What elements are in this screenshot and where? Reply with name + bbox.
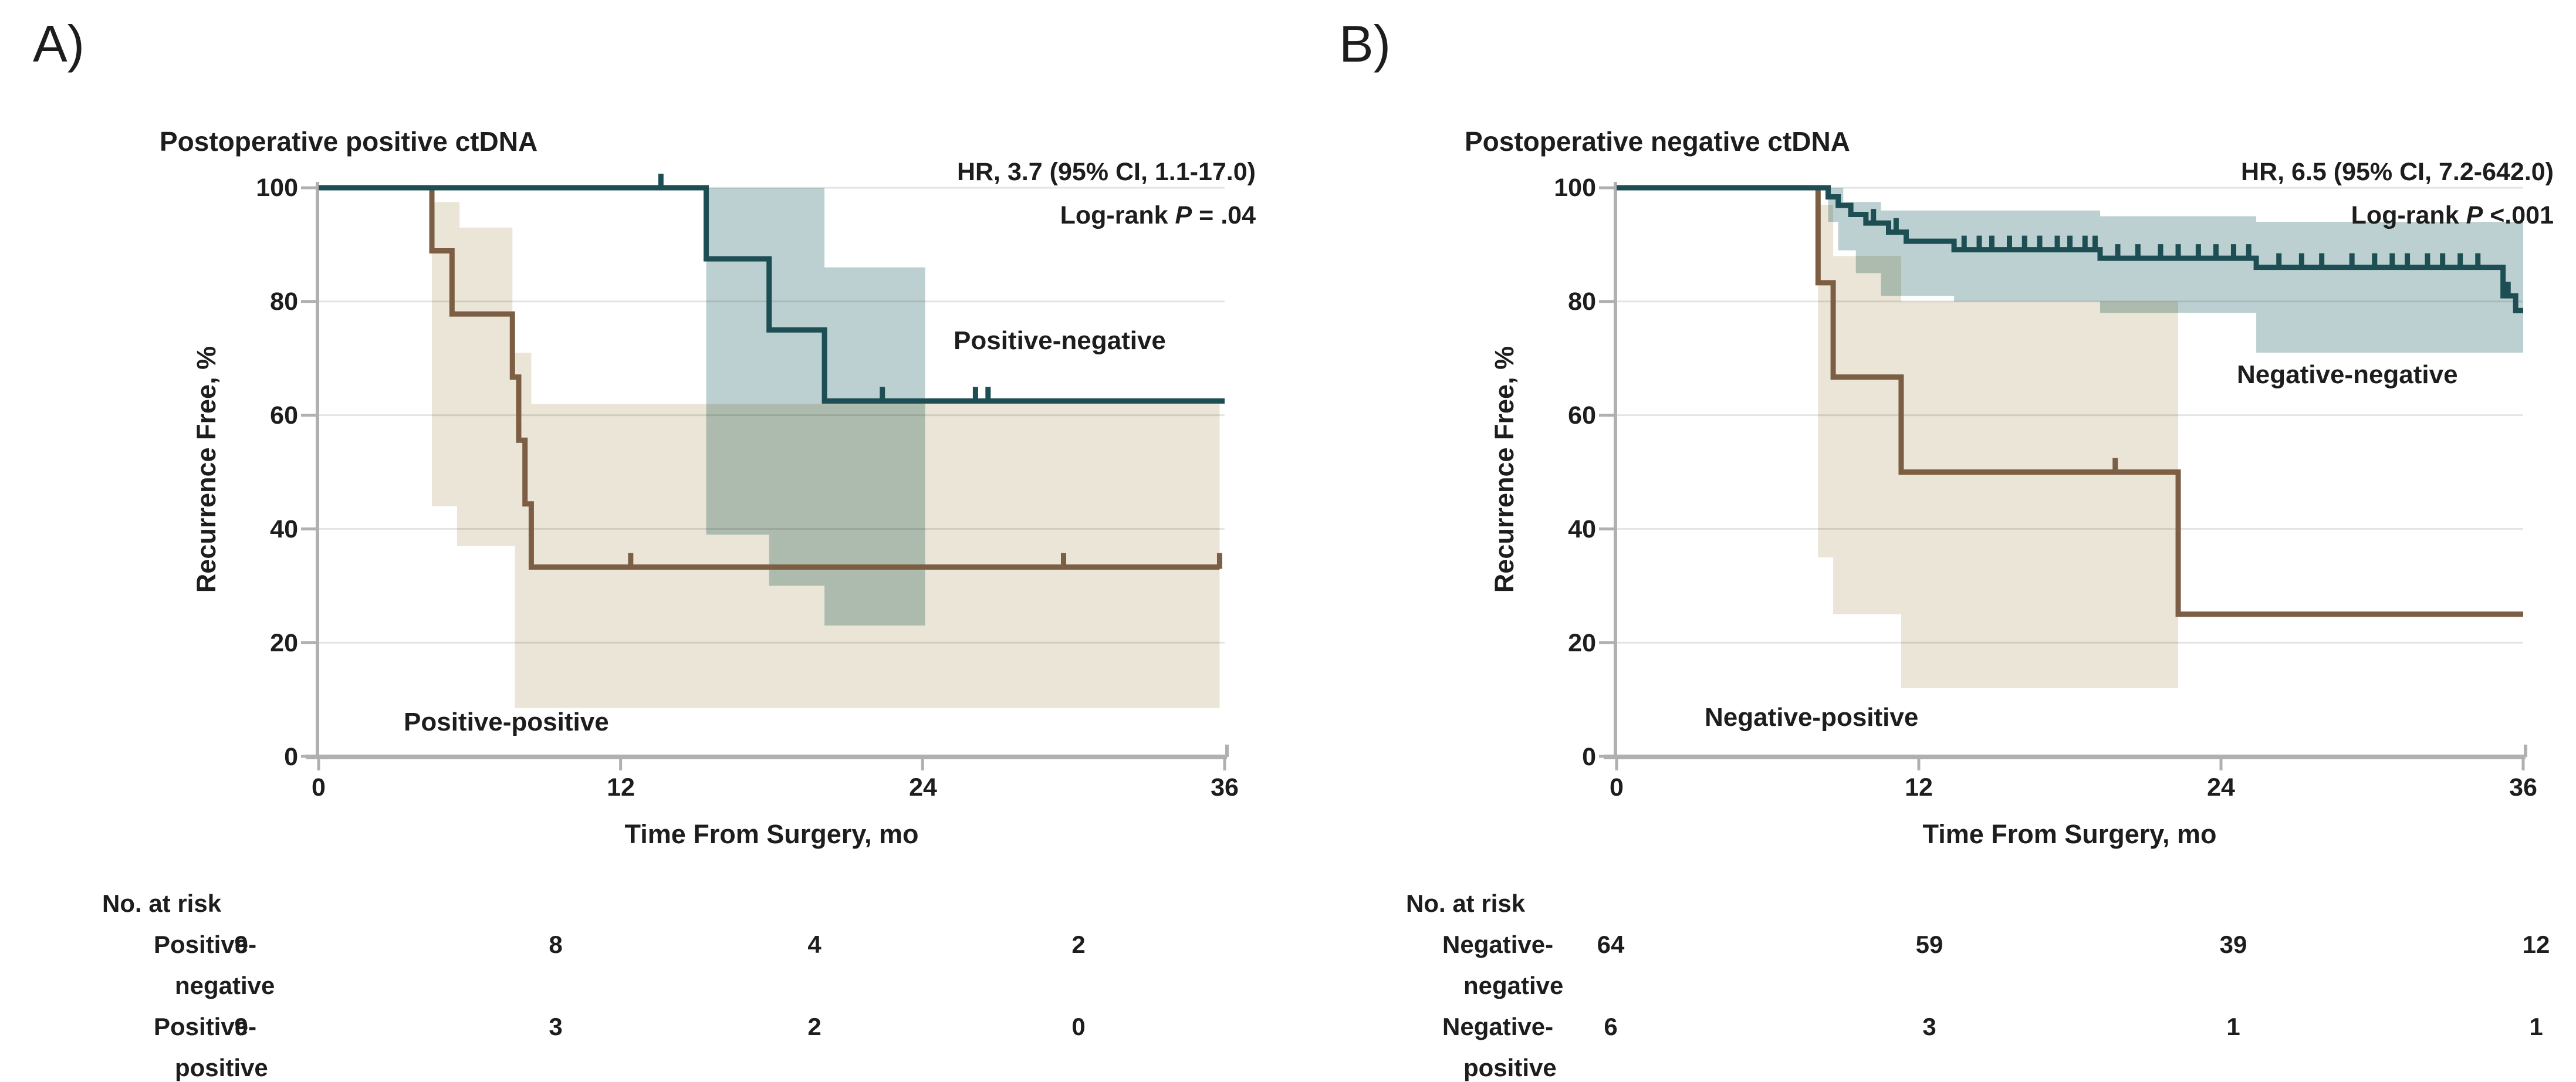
panel-b-xtick-36: 36 <box>2509 773 2537 802</box>
panel-a-risk-count: 9 <box>234 1013 248 1040</box>
curve-label-negative-positive: Negative-positive <box>1705 703 1919 732</box>
panel-b-ytick-60: 60 <box>1568 401 1596 430</box>
panel-a-risk-row1-label-line1: Positive- <box>154 931 257 958</box>
panel-a-risk-count: 3 <box>549 1013 563 1040</box>
panel-a-xtick-0: 0 <box>312 773 326 802</box>
panel-a-x-axis-title: Time From Surgery, mo <box>624 819 919 849</box>
ci-band-positive-negative <box>706 188 925 626</box>
panel-a-risk-count: 9 <box>234 931 248 958</box>
panel-a-ytick-40: 40 <box>270 515 298 543</box>
panel-a-letter: A) <box>33 15 84 73</box>
panel-b-hr-text: HR, 6.5 (95% CI, 7.2-642.0) <box>2241 158 2554 186</box>
panel-b-risk-count: 59 <box>1915 931 1943 958</box>
panel-a-risk-count: 4 <box>807 931 822 958</box>
panel-b-risk-count: 39 <box>2219 931 2247 958</box>
panel-a-ytick-100: 100 <box>256 174 298 202</box>
survival-curve-negative-positive <box>1617 185 2523 617</box>
panel-b-risk-count: 6 <box>1604 1013 1618 1040</box>
panel-a-xtick-36: 36 <box>1211 773 1239 802</box>
panel-b-ytick-20: 20 <box>1568 629 1596 657</box>
panel-a-title: Postoperative positive ctDNA <box>160 126 538 157</box>
panel-b-letter: B) <box>1339 15 1391 73</box>
panel-a-ytick-60: 60 <box>270 401 298 430</box>
panel-b-ytick-40: 40 <box>1568 515 1596 543</box>
panel-a-risk-row1-label-line2: negative <box>175 972 275 999</box>
curve-label-negative-negative: Negative-negative <box>2237 360 2458 389</box>
panel-b-risk-row1-label-line2: negative <box>1463 972 1564 999</box>
panel-b-risk-row2-label-line2: positive <box>1463 1054 1557 1081</box>
panel-a-risk-count: 2 <box>1071 931 1086 958</box>
panel-a-risk-row2-label-line1: Positive- <box>154 1013 257 1040</box>
panel-b-x-axis-title: Time From Surgery, mo <box>1922 819 2217 849</box>
panel-b-risk-row1-label-line1: Negative- <box>1442 931 1554 958</box>
panel-b-xtick-12: 12 <box>1905 773 1933 802</box>
ci-band-negative-positive <box>1818 205 2179 688</box>
panel-b-xtick-24: 24 <box>2207 773 2235 802</box>
panel-b-xtick-0: 0 <box>1610 773 1624 802</box>
panel-b-risk-count: 12 <box>2522 931 2550 958</box>
curve-label-positive-positive: Positive-positive <box>404 708 609 736</box>
panel-a-logrank-text: Log-rank P = .04 <box>1060 201 1256 229</box>
panel-b-risk-count: 1 <box>2529 1013 2543 1040</box>
panel-b-ytick-0: 0 <box>1582 743 1596 771</box>
curve-label-positive-negative: Positive-negative <box>954 326 1166 355</box>
panel-a-y-axis-title: Recurrence Free, % <box>191 346 221 593</box>
panel-b-plot <box>1599 182 2527 770</box>
panel-a-risk-row2-label-line2: positive <box>175 1054 268 1081</box>
panel-a-ytick-20: 20 <box>270 629 298 657</box>
panel-b-risk-count: 3 <box>1922 1013 1936 1040</box>
panel-b-title: Postoperative negative ctDNA <box>1465 126 1850 157</box>
panel-b-y-axis-title: Recurrence Free, % <box>1489 346 1519 593</box>
panel-b-risk-header: No. at risk <box>1406 890 1526 917</box>
panel-a-risk-count: 8 <box>549 931 563 958</box>
panel-b-risk-count: 1 <box>2226 1013 2240 1040</box>
panel-b-ytick-80: 80 <box>1568 288 1596 316</box>
panel-a-risk-count: 2 <box>807 1013 822 1040</box>
panel-a-risk-header: No. at risk <box>102 890 222 917</box>
panel-b-stats-annotation: HR, 6.5 (95% CI, 7.2-642.0) Log-rank P <… <box>2084 150 2554 237</box>
panel-a-ytick-0: 0 <box>284 743 298 771</box>
ci-band-negative-negative <box>1828 188 2523 353</box>
survival-curve-negative-negative <box>1617 185 2523 313</box>
panel-a-hr-text: HR, 3.7 (95% CI, 1.1-17.0) <box>956 158 1256 186</box>
panel-b-ytick-100: 100 <box>1554 174 1596 202</box>
panel-b-risk-row2-label-line1: Negative- <box>1442 1013 1554 1040</box>
panel-a-xtick-24: 24 <box>909 773 937 802</box>
panel-a-risk-count: 0 <box>1071 1013 1086 1040</box>
panel-a-ytick-80: 80 <box>270 288 298 316</box>
panel-b-logrank-text: Log-rank P <.001 <box>2351 201 2554 229</box>
panel-a-plot <box>301 174 1229 770</box>
survival-curve-positive-positive <box>319 185 1220 570</box>
panel-b-risk-count: 64 <box>1597 931 1625 958</box>
panel-a-stats-annotation: HR, 3.7 (95% CI, 1.1-17.0) Log-rank P = … <box>786 150 1256 237</box>
survival-curve-positive-negative <box>319 185 1225 404</box>
panel-a-xtick-12: 12 <box>607 773 635 802</box>
